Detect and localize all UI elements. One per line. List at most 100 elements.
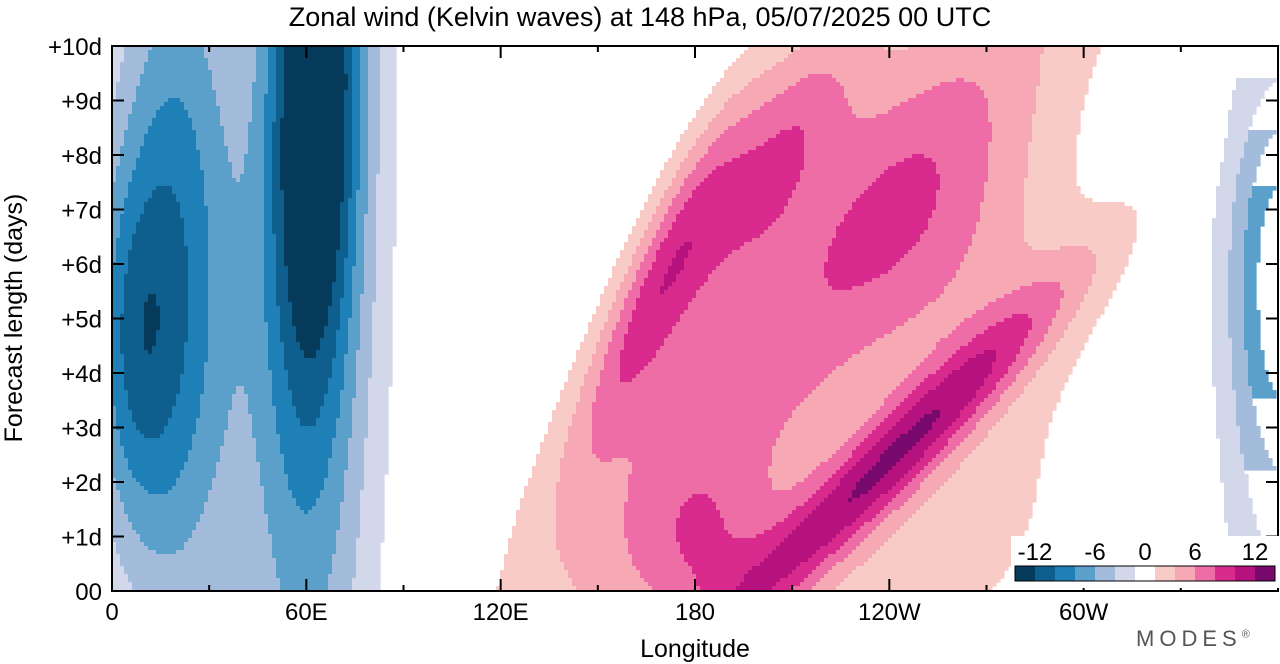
field-cell	[208, 306, 265, 311]
field-cell	[1232, 214, 1249, 219]
field-cell	[276, 62, 285, 67]
field-cell	[340, 518, 361, 523]
field-cell	[852, 522, 865, 527]
field-cell	[344, 490, 361, 495]
field-cell	[340, 302, 353, 307]
field-cell	[344, 274, 353, 279]
field-cell	[344, 50, 353, 55]
field-cell	[368, 126, 381, 131]
field-cell	[348, 446, 365, 451]
field-cell	[636, 298, 693, 303]
field-cell	[852, 494, 861, 499]
field-cell	[112, 170, 117, 175]
field-cell	[364, 454, 389, 459]
field-cell	[368, 206, 377, 211]
field-cell	[264, 194, 273, 199]
field-cell	[1232, 226, 1249, 231]
field-cell	[864, 438, 881, 443]
field-cell	[128, 266, 189, 271]
field-cell	[648, 582, 697, 587]
field-cell	[360, 54, 369, 59]
field-cell	[920, 398, 973, 403]
field-cell	[828, 278, 873, 283]
field-cell	[352, 118, 361, 123]
field-cell	[184, 358, 209, 363]
field-cell	[112, 530, 137, 535]
field-cell	[628, 498, 689, 503]
field-cell	[1024, 182, 1077, 187]
field-cell	[204, 46, 257, 51]
field-cell	[1244, 286, 1257, 291]
field-cell	[936, 162, 989, 167]
field-cell	[336, 266, 345, 271]
field-cell	[1232, 90, 1265, 95]
field-cell	[352, 122, 361, 127]
field-cell	[916, 474, 929, 479]
field-cell	[184, 466, 217, 471]
field-cell	[764, 70, 1041, 75]
field-cell	[588, 326, 605, 331]
field-cell	[696, 142, 713, 147]
field-cell	[988, 166, 1029, 171]
field-cell	[844, 474, 865, 479]
field-cell	[172, 190, 205, 195]
field-cell	[940, 82, 977, 87]
field-cell	[936, 298, 997, 303]
field-cell	[352, 274, 365, 279]
field-cell	[160, 310, 189, 315]
field-cell	[988, 118, 1033, 123]
field-cell	[368, 138, 381, 143]
field-cell	[356, 206, 369, 211]
field-cell	[288, 274, 337, 279]
field-cell	[344, 134, 353, 139]
field-cell	[568, 378, 585, 383]
field-cell	[112, 574, 129, 579]
field-cell	[276, 426, 337, 431]
field-cell	[924, 358, 949, 363]
field-cell	[204, 378, 273, 383]
field-cell	[1228, 294, 1245, 299]
field-cell	[1044, 334, 1065, 339]
field-cell	[804, 162, 897, 167]
field-cell	[940, 382, 985, 387]
field-cell	[1244, 290, 1257, 295]
field-cell	[1224, 502, 1253, 507]
field-cell	[204, 198, 265, 203]
field-cell	[132, 174, 205, 179]
field-cell	[568, 574, 641, 579]
field-cell	[860, 478, 881, 483]
field-cell	[1028, 334, 1045, 339]
field-cell	[616, 262, 633, 267]
field-cell	[1032, 354, 1049, 359]
field-cell	[344, 186, 353, 191]
field-cell	[864, 422, 881, 427]
field-cell	[848, 98, 909, 103]
field-cell	[112, 130, 125, 135]
field-cell	[200, 150, 229, 155]
field-cell	[152, 122, 193, 127]
field-cell	[772, 450, 837, 455]
field-cell	[1092, 282, 1117, 287]
field-cell	[224, 142, 249, 147]
field-cell	[352, 406, 369, 411]
field-cell	[276, 82, 285, 87]
field-cell	[280, 178, 345, 183]
field-cell	[976, 390, 993, 395]
field-cell	[344, 166, 353, 171]
field-cell	[176, 478, 213, 483]
field-cell	[828, 458, 849, 463]
field-cell	[668, 266, 685, 271]
field-cell	[124, 378, 181, 383]
field-cell	[188, 110, 221, 115]
field-cell	[112, 398, 129, 403]
field-cell	[364, 270, 377, 275]
field-cell	[836, 486, 857, 491]
field-cell	[692, 194, 793, 199]
field-cell	[344, 374, 357, 379]
field-cell	[116, 246, 133, 251]
field-cell	[352, 166, 361, 171]
field-cell	[828, 282, 865, 287]
field-cell	[668, 158, 685, 163]
field-cell	[648, 270, 669, 275]
field-cell	[948, 358, 969, 363]
